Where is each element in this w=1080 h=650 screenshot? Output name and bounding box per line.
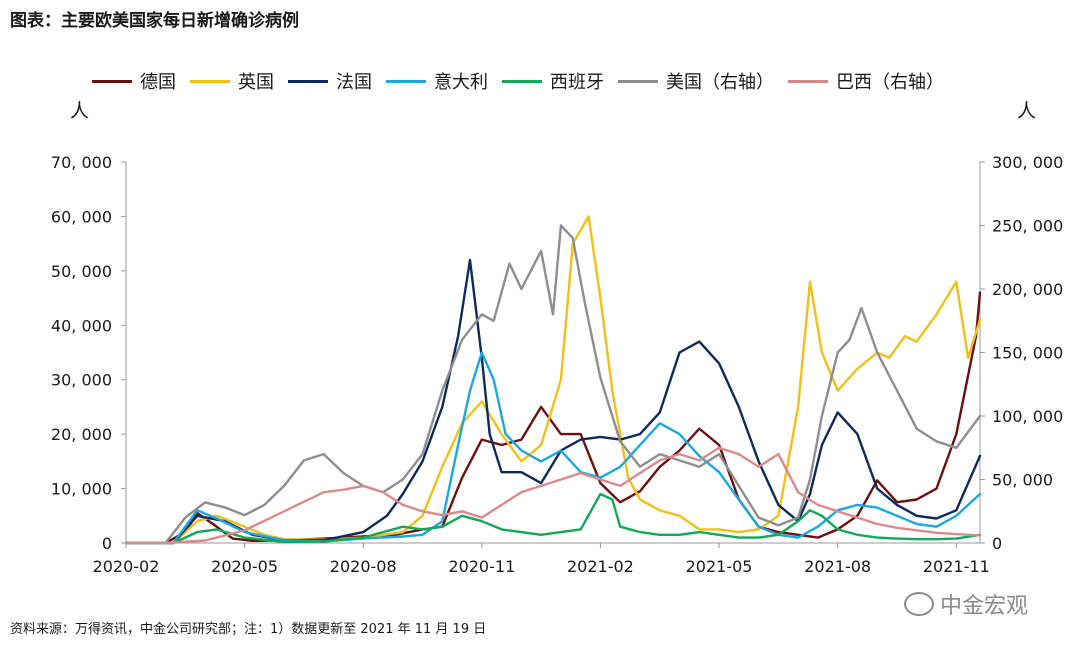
y-tick-label-left: 20, 000 <box>51 425 112 444</box>
legend: 德国 英国 法国 意大利 西班牙 美国（右轴） 巴西（右轴） <box>92 68 944 94</box>
y-tick-label-left: 0 <box>102 534 112 553</box>
y-tick-label-right: 200, 000 <box>992 280 1063 299</box>
y-tick-label-left: 70, 000 <box>51 153 112 172</box>
series-line-5 <box>124 224 982 545</box>
y-tick-label-left: 10, 000 <box>51 480 112 499</box>
legend-label: 法国 <box>336 72 372 93</box>
legend-swatch <box>502 79 542 83</box>
x-tick-label: 2021-05 <box>686 557 753 576</box>
legend-swatch <box>92 79 132 83</box>
legend-swatch <box>190 79 230 83</box>
y-tick-label-left: 60, 000 <box>51 207 112 226</box>
source-note: 资料来源：万得资讯，中金公司研究部；注：1）数据更新至 2021 年 11 月 … <box>10 622 487 637</box>
x-tick-label: 2020-02 <box>93 557 160 576</box>
legend-swatch <box>618 79 658 83</box>
watermark-text: 中金宏观 <box>940 594 1029 619</box>
y-tick-label-right: 100, 000 <box>992 407 1063 426</box>
series-line-6 <box>124 446 982 545</box>
legend-label: 巴西（右轴） <box>836 72 944 93</box>
series-line-2 <box>124 258 982 545</box>
legend-item-france: 法国 <box>288 68 372 94</box>
series-line-1 <box>124 215 982 545</box>
y-tick-label-right: 50, 000 <box>992 471 1053 490</box>
x-tick-label: 2021-08 <box>804 557 871 576</box>
y-tick-label-left: 30, 000 <box>51 371 112 390</box>
y-tick-label-right: 300, 000 <box>992 153 1063 172</box>
y-tick-label-right: 150, 000 <box>992 344 1063 363</box>
y-tick-label-right: 250, 000 <box>992 217 1063 236</box>
legend-item-uk: 英国 <box>190 68 274 94</box>
left-axis-unit: 人 <box>70 100 90 122</box>
wechat-icon <box>904 592 934 616</box>
x-tick-label: 2021-02 <box>567 557 634 576</box>
series-line-4 <box>124 492 982 545</box>
y-tick-label-left: 50, 000 <box>51 262 112 281</box>
legend-item-spain: 西班牙 <box>502 68 604 94</box>
legend-label: 意大利 <box>434 72 488 93</box>
x-tick-label: 2020-11 <box>448 557 515 576</box>
y-tick-label-left: 40, 000 <box>51 316 112 335</box>
chart-title: 图表：主要欧美国家每日新增确诊病例 <box>10 11 299 31</box>
legend-item-germany: 德国 <box>92 68 176 94</box>
x-tick-label: 2021-11 <box>923 557 990 576</box>
legend-label: 西班牙 <box>550 72 604 93</box>
y-tick-label-right: 0 <box>992 534 1002 553</box>
series-line-3 <box>124 351 982 545</box>
x-tick-label: 2020-08 <box>330 557 397 576</box>
legend-swatch <box>386 79 426 83</box>
legend-item-italy: 意大利 <box>386 68 488 94</box>
watermark: 中金宏观 <box>904 588 1028 620</box>
legend-label: 德国 <box>140 72 176 93</box>
legend-item-brazil: 巴西（右轴） <box>788 68 944 94</box>
legend-swatch <box>288 79 328 83</box>
legend-label: 英国 <box>238 72 274 93</box>
x-tick-label: 2020-05 <box>211 557 278 576</box>
right-axis-unit: 人 <box>1017 100 1037 122</box>
legend-swatch <box>788 79 828 83</box>
legend-item-usa: 美国（右轴） <box>618 68 774 94</box>
legend-label: 美国（右轴） <box>666 72 774 93</box>
